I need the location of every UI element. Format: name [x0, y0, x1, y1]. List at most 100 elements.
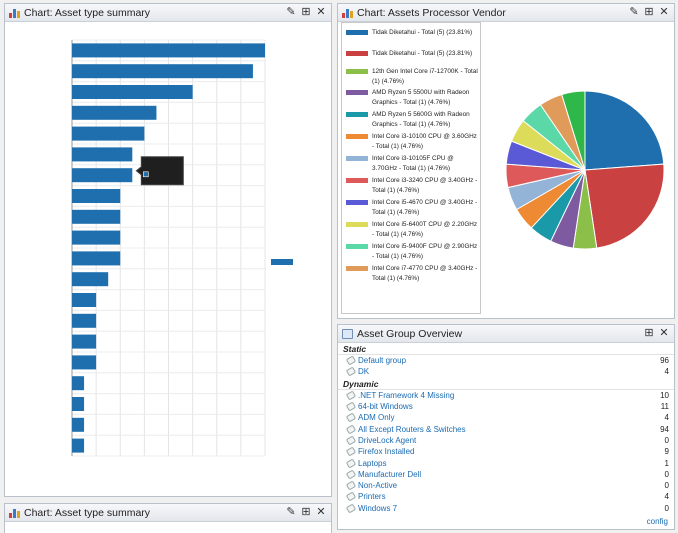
bar-camera [72, 334, 97, 349]
close-icon[interactable]: ✕ [316, 6, 326, 18]
group-link[interactable]: .NET Framework 4 Missing [358, 390, 455, 400]
legend-item[interactable]: 12th Gen Intel Core i7-12700K - Total (1… [346, 67, 479, 87]
group-count: 1 [664, 458, 669, 468]
tag-icon [345, 469, 357, 480]
group-row: DriveLock Agent 0 [338, 435, 674, 446]
asset-group-panel: Asset Group Overview ⊞ ✕ Static Default g… [337, 324, 675, 530]
panel-title: Chart: Asset type summary [24, 506, 151, 519]
legend-label: Tidak Diketahui - Total (5) (23.81%) [372, 29, 473, 36]
group-section-title: Dynamic [338, 378, 674, 390]
group-link[interactable]: Printers [358, 492, 386, 502]
legend-label: Intel Core i3-10100 CPU @ 3.60GHz - Tota… [372, 133, 477, 150]
bar-monitor [72, 105, 157, 120]
bar-network-device [72, 64, 253, 79]
tag-icon [345, 491, 357, 502]
group-icon [342, 328, 353, 339]
group-row: Non-Active 0 [338, 480, 674, 491]
asset-type-panel: Chart: Asset type summary ✎ ⊞ ✕ [4, 3, 332, 497]
legend-item[interactable]: Intel Core i5-4670 CPU @ 3.40GHz - Total… [346, 198, 479, 218]
group-count: 9 [664, 447, 669, 457]
legend-item[interactable]: Intel Core i5-6400T CPU @ 2.20GHz - Tota… [346, 220, 479, 240]
add-icon[interactable]: ⊞ [301, 6, 311, 18]
bar-washer [72, 438, 85, 453]
close-icon[interactable]: ✕ [659, 6, 669, 18]
tag-icon [345, 503, 357, 514]
group-row: 64-bit Windows 11 [338, 401, 674, 412]
legend-item[interactable]: Intel Core i3-10100 CPU @ 3.60GHz - Tota… [346, 132, 479, 152]
legend-item[interactable]: AMD Ryzen 5 5600G with Radeon Graphics -… [346, 110, 479, 130]
group-link[interactable]: Manufacturer Dell [358, 469, 422, 479]
legend-swatch [346, 244, 368, 249]
legend-label: AMD Ryzen 5 5500U with Radeon Graphics -… [372, 89, 470, 106]
chart-icon [9, 7, 20, 18]
edit-icon[interactable]: ✎ [286, 6, 296, 18]
tag-icon [345, 401, 357, 412]
group-link[interactable]: Firefox Installed [358, 447, 415, 457]
pie-slice [584, 163, 665, 249]
close-icon[interactable]: ✕ [659, 327, 669, 339]
group-row: Windows 7 0 [338, 503, 674, 514]
legend-item[interactable]: AMD Ryzen 5 5500U with Radeon Graphics -… [346, 88, 479, 108]
edit-icon[interactable]: ✎ [629, 6, 639, 18]
legend-item[interactable]: Intel Core i7-4770 CPU @ 3.40GHz - Total… [346, 264, 479, 284]
group-link[interactable]: Non-Active [358, 481, 398, 491]
bar-surveillance-camera [72, 417, 85, 432]
legend-item[interactable]: Tidak Diketahui - Total (5) (23.81%) [346, 49, 479, 59]
chart-icon [342, 7, 353, 18]
group-count: 4 [664, 413, 669, 423]
pie-slice [584, 90, 665, 171]
group-link[interactable]: Default group [358, 356, 407, 366]
bar-webserver [72, 272, 109, 287]
legend-item[interactable]: Tidak Diketahui - Total (5) (23.81%) [346, 28, 479, 38]
panel-header: Chart: Assets Processor Vendor ✎ ⊞ ✕ [338, 4, 674, 22]
group-row: ADM Only 4 [338, 412, 674, 423]
bar-humidity [72, 376, 85, 391]
group-link[interactable]: DriveLock Agent [358, 435, 417, 445]
group-row: Default group 96 [338, 355, 674, 366]
legend-swatch [346, 69, 368, 74]
group-row: DK 4 [338, 366, 674, 377]
legend-swatch [346, 178, 368, 183]
bar-tooltip [135, 156, 184, 186]
group-count: 4 [664, 492, 669, 502]
group-link[interactable]: 64-bit Windows [358, 402, 413, 412]
group-link[interactable]: Windows 7 [358, 503, 398, 513]
group-link[interactable]: ADM Only [358, 413, 395, 423]
bar-light [72, 85, 193, 99]
bar-windows [72, 43, 265, 58]
group-link[interactable]: DK [358, 367, 370, 377]
group-row: Firefox Installed 9 [338, 446, 674, 457]
group-count: 94 [660, 424, 669, 434]
bar-computer [72, 126, 145, 141]
bar-laptop [72, 251, 121, 266]
legend-label: Intel Core i5-4670 CPU @ 3.40GHz - Total… [372, 199, 478, 216]
legend-item[interactable]: Intel Core i3-3240 CPU @ 3.40GHz - Total… [346, 176, 479, 196]
edit-icon[interactable]: ✎ [286, 506, 296, 518]
group-list: Static Default group 96 DK 4 Dynamic .NET Fram… [338, 343, 674, 529]
legend-swatch [346, 266, 368, 271]
group-link[interactable]: All Except Routers & Switches [358, 424, 466, 434]
legend-item[interactable]: Intel Core i5-9400F CPU @ 2.90GHz - Tota… [346, 242, 479, 262]
group-link[interactable]: Laptops [358, 458, 387, 468]
legend-swatch [346, 90, 368, 95]
group-count: 0 [664, 503, 669, 513]
legend-swatch [346, 156, 368, 161]
config-link[interactable]: config [646, 517, 668, 526]
group-row: Printers 4 [338, 491, 674, 502]
group-row: Laptops 1 [338, 457, 674, 469]
group-count: 0 [664, 435, 669, 445]
legend-label: Intel Core i3-10105F CPU @ 3.70GHz - Tot… [372, 155, 454, 172]
legend-swatch [346, 222, 368, 227]
legend-item[interactable]: Intel Core i3-10105F CPU @ 3.70GHz - Tot… [346, 154, 479, 174]
asset-type-bar-chart [71, 39, 293, 457]
add-icon[interactable]: ⊞ [644, 327, 654, 339]
group-count: 96 [660, 356, 669, 366]
legend-swatch [271, 259, 293, 265]
add-icon[interactable]: ⊞ [301, 506, 311, 518]
tag-icon [345, 480, 357, 491]
legend-label: Intel Core i7-4770 CPU @ 3.40GHz - Total… [372, 265, 478, 282]
legend-label: Intel Core i3-3240 CPU @ 3.40GHz - Total… [372, 177, 478, 194]
tooltip-swatch [143, 171, 149, 178]
add-icon[interactable]: ⊞ [644, 6, 654, 18]
close-icon[interactable]: ✕ [316, 506, 326, 518]
